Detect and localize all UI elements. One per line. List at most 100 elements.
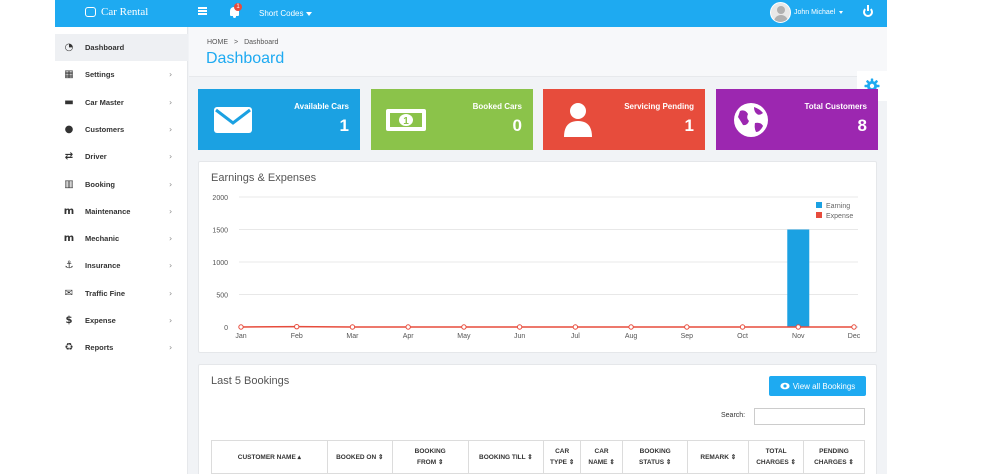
menu-toggle-icon[interactable] [198,7,207,15]
expense-point [739,324,746,330]
sidebar-item-mechanic[interactable]: m Mechanic › [55,225,188,252]
exchange-icon: ⇄ [64,151,74,163]
column-header[interactable]: BOOKING FROM ⇕ [391,440,469,474]
column-header-text: CAR [594,448,609,455]
avatar[interactable] [770,2,791,23]
column-header[interactable]: CAR NAME ⇕ [580,440,624,474]
brand-name: Car Rental [101,6,149,18]
power-icon[interactable] [863,5,873,17]
card-label: Total Customers [804,102,867,111]
short-codes-dropdown[interactable]: Short Codes [259,9,313,18]
user-icon [564,103,592,137]
notification-bell-icon[interactable] [229,5,241,18]
y-tick-label: 0 [224,325,228,332]
expense-point [795,324,801,330]
column-header[interactable]: CAR TYPE ⇕ [543,440,582,474]
column-header[interactable]: REMARK ⇕ [687,440,750,474]
x-tick-label: Feb [291,333,303,340]
column-header-text: BOOKING [639,448,671,455]
expense-point [516,324,523,330]
sidebar-item-reports[interactable]: ♻ Reports › [55,334,188,361]
column-header-text: BOOKING TILL ⇕ [479,453,533,461]
sidebar-item-label: Driver [85,152,107,162]
sidebar-item-customers[interactable]: ● Customers › [55,116,188,143]
column-header-text: CUSTOMER NAME ▴ [237,453,301,461]
sidebar-item-traffic-fine[interactable]: ✉ Traffic Fine › [55,280,188,307]
sidebar-item-expense[interactable]: $ Expense › [55,307,188,334]
chevron-down-icon [839,11,844,14]
legend-label: Earning [826,203,850,210]
column-header-text: TOTAL [765,448,787,455]
search-label: Search: [721,412,746,419]
breadcrumb-current: Dashboard [244,39,279,46]
sidebar-item-label: Mechanic [85,234,120,244]
card-label: Servicing Pending [624,102,694,111]
chevron-right-icon: › [169,97,173,107]
chevron-right-icon: › [169,261,173,271]
y-tick-label: 1000 [212,260,228,267]
y-tick-label: 1500 [212,228,228,235]
column-header[interactable]: BOOKED ON ⇕ [326,440,393,474]
column-header[interactable]: TOTAL CHARGES ⇕ [748,440,804,474]
chart-title: Earnings & Expenses [211,172,317,184]
column-header-text: TYPE ⇕ [550,459,575,466]
expense-point [684,324,690,330]
sidebar-item-label: Customers [85,124,125,134]
column-header-text: FROM ⇕ [417,459,444,466]
bank-icon: ▥ [64,178,74,190]
legend-label: Expense [826,213,853,220]
sidebar-item-dashboard[interactable]: ◔ Dashboard [55,34,188,61]
column-header-text: CHARGES ⇕ [814,459,854,466]
users-icon: ● [64,123,74,135]
sidebar-item-label: Maintenance [85,206,131,216]
user-menu[interactable]: John Michael [794,9,844,16]
column-header[interactable]: PENDING CHARGES ⇕ [802,440,866,474]
earning-bar [787,229,810,327]
column-header[interactable]: BOOKING TILL ⇕ [467,440,545,474]
column-header-text: BOOKED ON ⇕ [336,453,384,461]
sidebar-item-maintenance[interactable]: m Maintenance › [55,198,188,225]
expense-point [572,324,579,330]
card-value: 1 [339,116,349,135]
user-name: John Michael [794,9,836,16]
chevron-right-icon: › [169,343,173,353]
card-value: 1 [684,116,694,135]
expense-point [405,324,411,330]
card-label: Available Cars [294,102,349,111]
page-title: Dashboard [206,50,285,67]
gear-icon [864,78,880,94]
chevron-right-icon: › [169,179,173,189]
stat-card-booked-cars[interactable]: 1 Booked Cars 0 [371,89,533,150]
sidebar-item-driver[interactable]: ⇄ Driver › [55,143,188,170]
last-bookings-panel: Last 5 Bookings View all Bookings Search… [198,364,877,474]
sidebar-item-booking[interactable]: ▥ Booking › [55,171,188,198]
stat-card-servicing-pending[interactable]: Servicing Pending 1 [543,89,705,150]
y-tick-label: 2000 [212,195,228,202]
expense-point [851,324,857,330]
chevron-right-icon: › [169,288,173,298]
column-header-text: REMARK ⇕ [700,453,737,461]
x-tick-label: May [457,333,471,340]
sidebar-item-settings[interactable]: ▦ Settings › [55,61,188,88]
brand-logo[interactable]: Car Rental [85,6,148,18]
x-tick-label: Jun [514,333,525,340]
view-all-bookings-button[interactable]: View all Bookings [769,376,866,396]
column-header-text: CAR [555,448,570,455]
column-header[interactable]: BOOKING STATUS ⇕ [622,440,689,474]
eye-icon [780,382,790,390]
chevron-right-icon: › [169,234,173,244]
breadcrumb-home[interactable]: HOME [207,39,228,46]
bookings-table: CUSTOMER NAME ▴ BOOKED ON ⇕ BOOKING FROM ⇕ B… [211,440,866,474]
sidebar-item-insurance[interactable]: ⚓ Insurance › [55,252,188,279]
expense-point [461,324,467,330]
column-header-text: STATUS ⇕ [639,459,672,466]
y-tick-label: 500 [216,293,228,300]
search-input[interactable] [754,408,865,425]
stat-card-total-customers[interactable]: Total Customers 8 [716,89,878,150]
card-value: 0 [512,116,522,135]
column-header[interactable]: CUSTOMER NAME ▴ [211,440,328,474]
stat-card-available-cars[interactable]: Available Cars 1 [198,89,360,150]
expense-point [294,323,300,330]
sidebar-item-car-master[interactable]: ▬ Car Master › [55,89,188,116]
sidebar-item-label: Booking [85,179,115,189]
